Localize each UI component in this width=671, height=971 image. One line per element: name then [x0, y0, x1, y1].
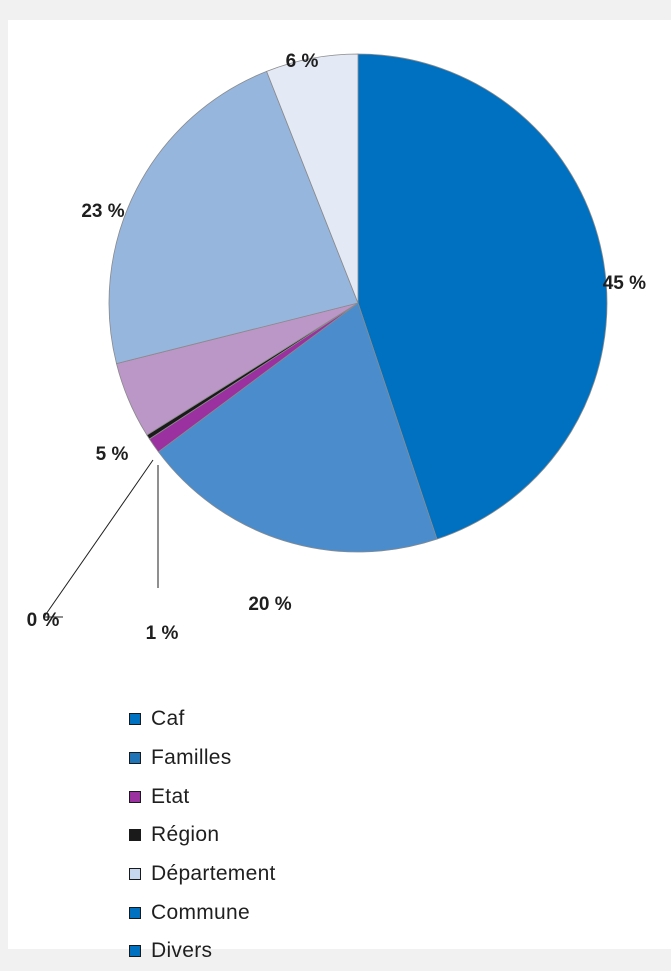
leader-lines — [43, 459, 159, 618]
slice-label-etat: 1 % — [146, 623, 179, 644]
pie-slice-divers[interactable] — [266, 53, 359, 304]
slice-label-familles: 20 % — [248, 594, 291, 615]
slice-labels: 45 % 20 % 1 % 0 % 5 % 23 % 6 % — [27, 51, 646, 644]
legend-label-divers: Divers — [151, 939, 213, 963]
legend-label-departement: Département — [151, 862, 276, 886]
legend-swatch-familles — [129, 752, 141, 765]
legend-item-region[interactable]: Région — [129, 816, 276, 855]
legend-swatch-divers — [129, 945, 141, 958]
legend-item-divers[interactable]: Divers — [129, 932, 276, 971]
legend-swatch-commune — [129, 906, 141, 919]
legend-swatch-departement — [129, 868, 141, 881]
legend-swatch-etat — [129, 790, 141, 803]
leader-line-region — [43, 459, 154, 618]
legend-item-etat[interactable]: Etat — [129, 777, 276, 816]
slice-label-departement: 5 % — [96, 444, 129, 465]
legend-label-familles: Familles — [151, 746, 232, 770]
pie-slice-commune[interactable] — [108, 70, 359, 365]
chart-panel: 45 % 20 % 1 % 0 % 5 % 23 % 6 % Caf Familles Et… — [8, 20, 671, 962]
pie-slices — [108, 53, 608, 553]
pie-slice-familles[interactable] — [157, 302, 438, 553]
slice-label-divers: 6 % — [286, 51, 319, 72]
legend-item-familles[interactable]: Familles — [129, 739, 276, 778]
legend-label-region: Région — [151, 823, 220, 847]
slice-label-commune: 23 % — [81, 201, 124, 222]
legend-swatch-caf — [129, 713, 141, 726]
slice-label-region: 0 % — [27, 610, 60, 631]
pie-chart: 45 % 20 % 1 % 0 % 5 % 23 % 6 % — [27, 51, 646, 644]
legend-label-caf: Caf — [151, 707, 185, 731]
pie-slice-caf[interactable] — [357, 53, 608, 540]
legend-item-departement[interactable]: Département — [129, 855, 276, 894]
slice-label-caf: 45 % — [603, 273, 646, 294]
legend-swatch-region — [129, 829, 141, 842]
legend: Caf Familles Etat Région Département Com… — [129, 700, 276, 971]
legend-item-caf[interactable]: Caf — [129, 700, 276, 739]
legend-label-commune: Commune — [151, 900, 250, 924]
legend-label-etat: Etat — [151, 784, 190, 808]
legend-item-commune[interactable]: Commune — [129, 893, 276, 932]
